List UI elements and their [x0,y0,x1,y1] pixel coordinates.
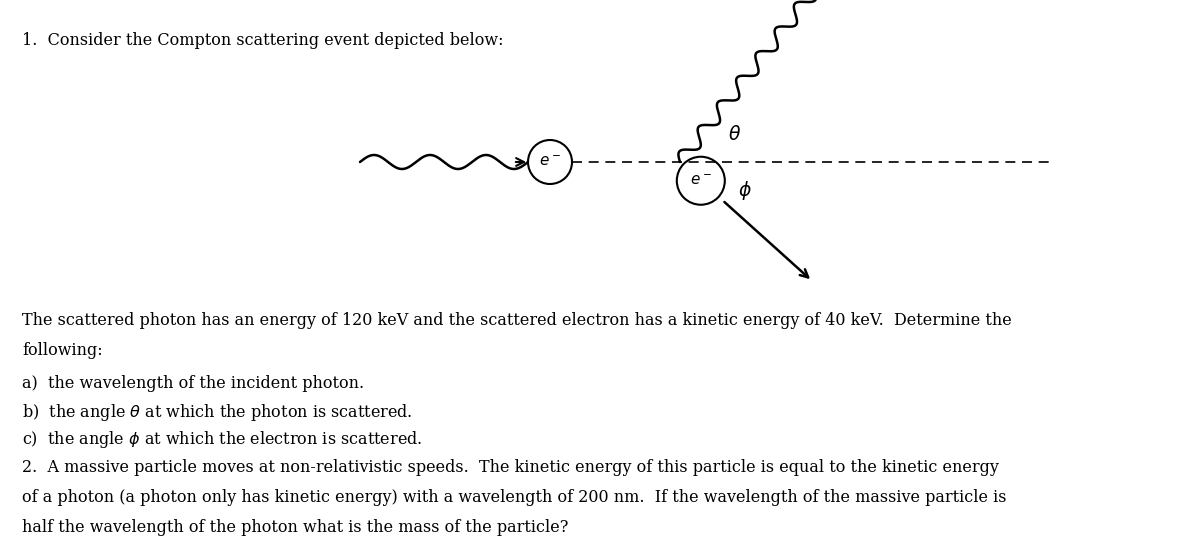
Text: $\theta$: $\theta$ [728,125,742,143]
Text: following:: following: [22,342,103,359]
Text: $e^-$: $e^-$ [539,155,560,169]
Text: of a photon (a photon only has kinetic energy) with a wavelength of 200 nm.  If : of a photon (a photon only has kinetic e… [22,489,1007,506]
Text: $e^-$: $e^-$ [690,173,712,188]
Text: The scattered photon has an energy of 120 keV and the scattered electron has a k: The scattered photon has an energy of 12… [22,312,1012,329]
Text: 2.  A massive particle moves at non-relativistic speeds.  The kinetic energy of : 2. A massive particle moves at non-relat… [22,459,998,476]
Text: a)  the wavelength of the incident photon.: a) the wavelength of the incident photon… [22,375,364,392]
Text: 1.  Consider the Compton scattering event depicted below:: 1. Consider the Compton scattering event… [22,32,504,49]
Text: $\phi$: $\phi$ [738,178,752,201]
Text: half the wavelength of the photon what is the mass of the particle?: half the wavelength of the photon what i… [22,519,569,536]
Text: b)  the angle $\theta$ at which the photon is scattered.: b) the angle $\theta$ at which the photo… [22,402,413,423]
Text: c)  the angle $\phi$ at which the electron is scattered.: c) the angle $\phi$ at which the electro… [22,429,422,450]
